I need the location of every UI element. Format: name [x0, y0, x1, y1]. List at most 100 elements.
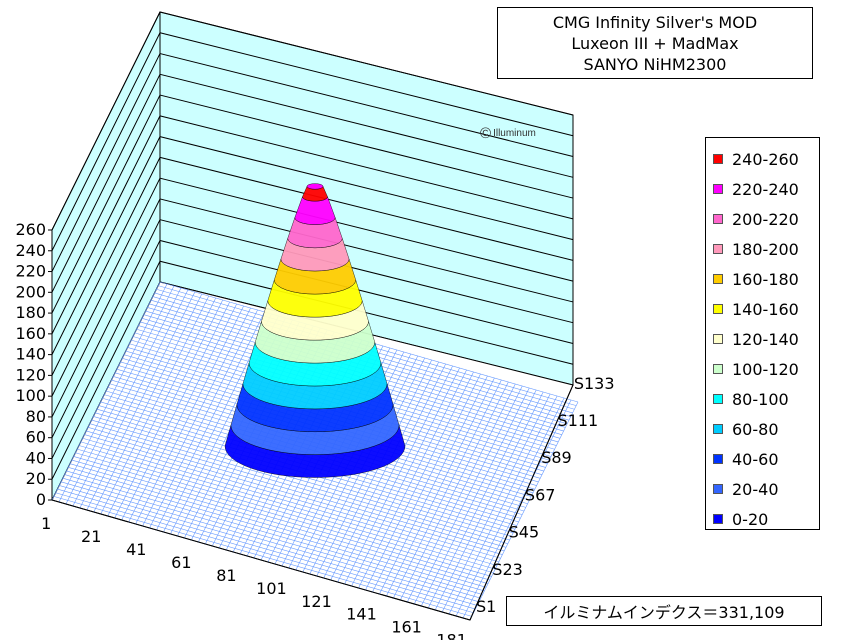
legend-item: 40-60 [706, 444, 819, 474]
depth-axis-ticks: S1 S23 S45 S67 S89 S111 S133 [476, 374, 615, 616]
chart-legend: 240-260 220-240 200-220 180-200 160-180 140-1… [705, 137, 820, 530]
wall-gridline [51, 219, 574, 438]
legend-label: 240-260 [732, 149, 799, 169]
legend-item: 160-180 [706, 264, 819, 294]
surface-peak [224, 183, 406, 478]
x-tick-label: 141 [346, 605, 377, 624]
chart-title-line-1: CMG Infinity Silver's MOD [552, 12, 758, 32]
legend-swatch [713, 454, 723, 464]
copyright-mark: © Illuminum [480, 125, 536, 142]
y-tick-label: 260 [15, 220, 46, 239]
wall-gridline [51, 177, 574, 397]
floor-line [434, 391, 544, 611]
legend-item: 60-80 [706, 414, 819, 444]
floor-line [420, 387, 530, 607]
wall-gridline [51, 94, 574, 314]
floor-line [455, 397, 565, 617]
legend-item: 120-140 [706, 324, 819, 354]
legend-label: 120-140 [732, 329, 799, 349]
illuminum-index-box: イルミナムインデクス＝331,109 [506, 596, 822, 626]
legend-swatch [713, 424, 723, 434]
front-edge [51, 499, 471, 621]
chart-title-line-2: Luxeon III + MadMax [571, 33, 739, 53]
x-tick-label: 1 [41, 514, 51, 533]
legend-label: 60-80 [732, 419, 779, 439]
depth-tick-label: S1 [476, 597, 496, 616]
legend-item: 80-100 [706, 384, 819, 414]
legend-swatch [713, 514, 723, 524]
x-tick-label: 21 [81, 527, 101, 546]
wall-gridline [51, 239, 574, 459]
x-tick-label: 61 [171, 553, 191, 572]
y-tick-label: 40 [26, 448, 46, 467]
illuminum-index-value: イルミナムインデクス＝331,109 [543, 603, 785, 622]
floor-line [462, 399, 572, 619]
copyright-icon: © [480, 125, 492, 142]
chart-walls [51, 11, 574, 501]
legend-label: 40-60 [732, 449, 779, 469]
y-tick-label: 120 [15, 365, 46, 384]
legend-item: 180-200 [706, 234, 819, 264]
y-tick-label: 240 [15, 241, 46, 260]
legend-label: 220-240 [732, 179, 799, 199]
y-tick-label: 200 [15, 282, 46, 301]
wall-gridline [51, 52, 574, 272]
legend-swatch [713, 274, 723, 284]
legend-item: 200-220 [706, 204, 819, 234]
legend-swatch [713, 364, 723, 374]
legend-swatch [713, 214, 723, 224]
y-tick-label: 60 [26, 428, 46, 447]
depth-tick-label: S23 [492, 560, 523, 579]
y-tick-label: 100 [15, 386, 46, 405]
depth-tick-label: S45 [509, 523, 540, 542]
floor-line [448, 395, 558, 615]
y-tick-label: 160 [15, 324, 46, 343]
surface-tip [306, 183, 324, 190]
legend-swatch [713, 154, 723, 164]
x-tick-label: 181 [436, 631, 467, 640]
y-tick-label: 20 [26, 469, 46, 488]
legend-label: 80-100 [732, 389, 789, 409]
wall-gridline [51, 260, 574, 480]
y-tick-label: 140 [15, 345, 46, 364]
legend-item: 20-40 [706, 474, 819, 504]
y-tick-label: 0 [36, 490, 46, 509]
wall-gridline [51, 115, 574, 335]
legend-swatch [713, 304, 723, 314]
wall-gridline [51, 11, 574, 231]
legend-item: 220-240 [706, 174, 819, 204]
floor-line [441, 393, 551, 613]
legend-label: 140-160 [732, 299, 799, 319]
chart-title-box: CMG Infinity Silver's MOD Luxeon III + M… [497, 7, 813, 79]
wall-gridline [51, 198, 574, 418]
legend-swatch [713, 244, 723, 254]
x-tick-label: 121 [301, 592, 332, 611]
y-tick-label: 80 [26, 407, 46, 426]
x-tick-label: 101 [256, 579, 287, 598]
floor-line [407, 383, 516, 603]
x-tick-label: 161 [391, 618, 422, 637]
legend-item: 240-260 [706, 144, 819, 174]
x-tick-label: 41 [126, 540, 146, 559]
legend-label: 200-220 [732, 209, 799, 229]
wall-gridline [51, 73, 574, 293]
legend-item: 0-20 [706, 504, 819, 534]
wall-gridline [51, 32, 574, 251]
depth-tick-label: S67 [525, 485, 556, 504]
x-axis-ticks: 121416181101121141161181 [41, 514, 467, 640]
legend-label: 20-40 [732, 479, 779, 499]
legend-swatch [713, 394, 723, 404]
legend-label: 100-120 [732, 359, 799, 379]
right-edge [469, 384, 574, 621]
wall-gridline [51, 136, 574, 355]
legend-label: 180-200 [732, 239, 799, 259]
y-tick-label: 180 [15, 303, 46, 322]
y-tick-label: 220 [15, 262, 46, 281]
floor-line [469, 401, 579, 621]
legend-label: 160-180 [732, 269, 799, 289]
legend-swatch [713, 484, 723, 494]
legend-item: 140-160 [706, 294, 819, 324]
depth-tick-label: S89 [541, 448, 572, 467]
